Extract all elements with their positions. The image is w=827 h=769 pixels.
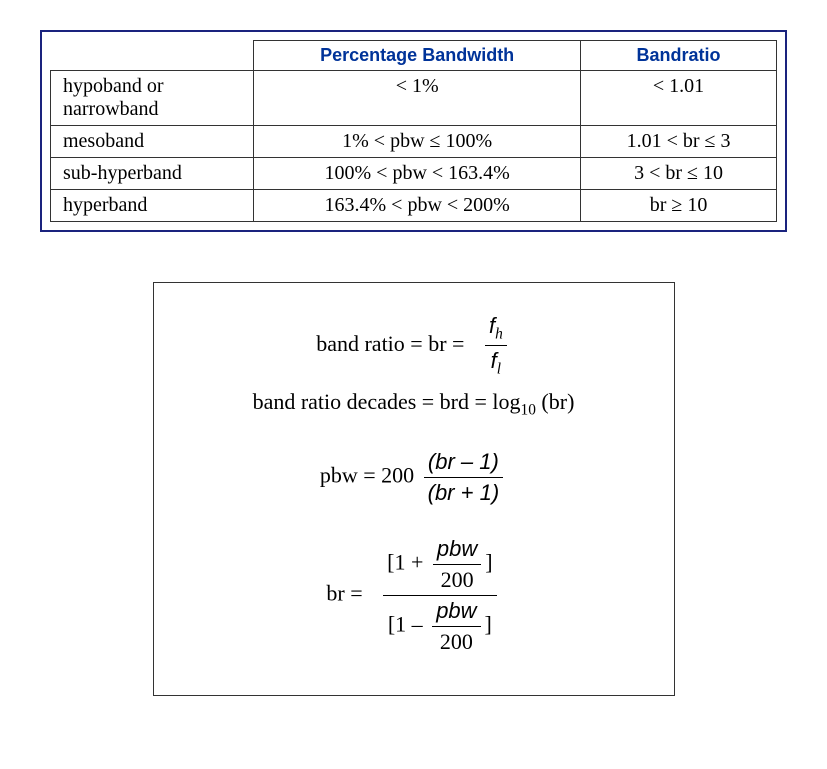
br2-den-post: ]: [485, 612, 492, 637]
bandwidth-table-container: Percentage Bandwidth Bandratio hypoband …: [40, 30, 787, 232]
pbw-label: pbw = 200: [320, 463, 414, 488]
fh-sub: h: [495, 325, 503, 342]
br2-num-innerfrac-den: 200: [433, 565, 481, 593]
br-label: band ratio = br =: [316, 331, 464, 356]
formula-br-from-pbw: br = [1 + pbw200] [1 – pbw200]: [164, 536, 664, 655]
brd-tail: (br): [536, 389, 574, 414]
row-br: 3 < br ≤ 10: [581, 158, 777, 190]
br2-den-innerfrac-den: 200: [432, 627, 480, 655]
br2-den-pre: [1 –: [388, 612, 428, 637]
br2-den-innerfrac-num: pbw: [432, 598, 480, 627]
br2-num-pre: [1 +: [387, 550, 429, 575]
br2-main-fraction: [1 + pbw200] [1 – pbw200]: [379, 536, 500, 655]
br2-num-innerfrac: pbw200: [429, 536, 485, 593]
row-name: sub-hyperband: [51, 158, 254, 190]
fl-sub: l: [497, 361, 501, 378]
header-empty: [51, 41, 254, 71]
table-row: hypoband or narrowband < 1% < 1.01: [51, 71, 777, 126]
table-row: mesoband 1% < pbw ≤ 100% 1.01 < br ≤ 3: [51, 126, 777, 158]
formula-brd: band ratio decades = brd = log10 (br): [164, 389, 664, 419]
row-pbw: 163.4% < pbw < 200%: [254, 190, 581, 222]
formula-box: band ratio = br = fh fl band ratio decad…: [153, 282, 675, 696]
header-br: Bandratio: [581, 41, 777, 71]
pbw-den: (br + 1): [428, 480, 500, 505]
row-br: br ≥ 10: [581, 190, 777, 222]
row-pbw: 100% < pbw < 163.4%: [254, 158, 581, 190]
bandwidth-table: Percentage Bandwidth Bandratio hypoband …: [50, 40, 777, 222]
table-body: hypoband or narrowband < 1% < 1.01 mesob…: [51, 71, 777, 222]
table-row: hyperband 163.4% < pbw < 200% br ≥ 10: [51, 190, 777, 222]
br2-num-innerfrac-num: pbw: [433, 536, 481, 565]
row-pbw: 1% < pbw ≤ 100%: [254, 126, 581, 158]
br-fraction: fh fl: [481, 313, 511, 379]
br2-den-innerfrac: pbw200: [428, 598, 484, 655]
pbw-fraction: (br – 1) (br + 1): [420, 449, 508, 506]
formula-band-ratio: band ratio = br = fh fl: [164, 313, 664, 379]
table-header: Percentage Bandwidth Bandratio: [51, 41, 777, 71]
brd-label: band ratio decades = brd = log: [253, 389, 521, 414]
table-row: sub-hyperband 100% < pbw < 163.4% 3 < br…: [51, 158, 777, 190]
brd-sub: 10: [521, 401, 536, 418]
row-name: hyperband: [51, 190, 254, 222]
row-br: < 1.01: [581, 71, 777, 126]
br2-num-post: ]: [485, 550, 492, 575]
pbw-num: (br – 1): [428, 449, 499, 474]
br2-label: br =: [326, 581, 362, 606]
row-name: mesoband: [51, 126, 254, 158]
formula-pbw: pbw = 200 (br – 1) (br + 1): [164, 449, 664, 506]
header-pbw: Percentage Bandwidth: [254, 41, 581, 71]
row-pbw: < 1%: [254, 71, 581, 126]
row-name: hypoband or narrowband: [51, 71, 254, 126]
row-br: 1.01 < br ≤ 3: [581, 126, 777, 158]
